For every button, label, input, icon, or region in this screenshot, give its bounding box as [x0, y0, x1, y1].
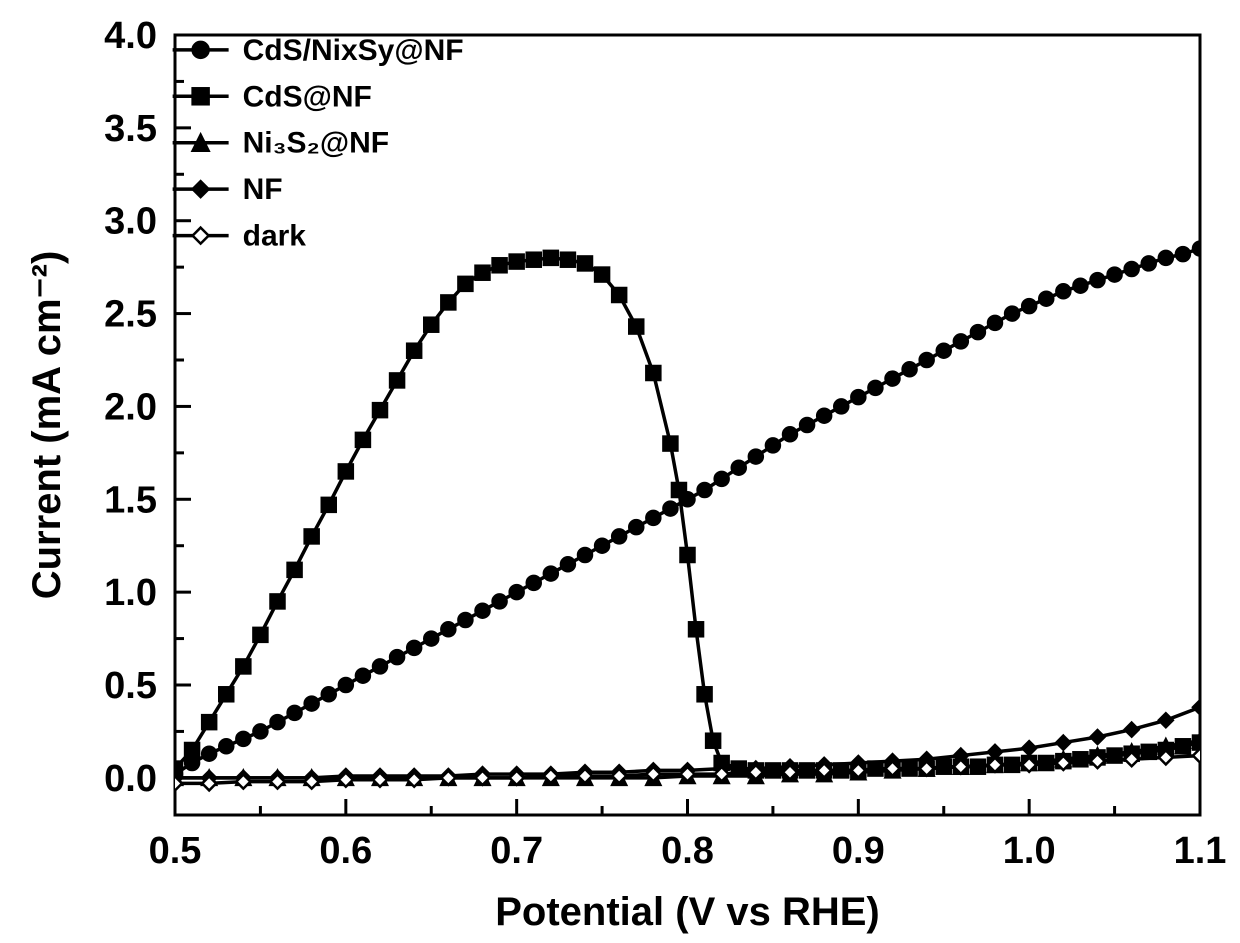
chart-container: 0.5 0.6 0.7 0.8 0.9 1.0 1.1 0.0 0.5 1.0 1.5 2.0 2.5 3…: [0, 0, 1240, 943]
x-axis-label: Potential (V vs RHE): [495, 890, 880, 934]
y-tick-label: 4.0: [104, 15, 157, 57]
y-tick-label: 1.5: [104, 479, 157, 521]
legend-label: CdS/NixSy@NF: [243, 34, 464, 67]
y-tick-label: 0.5: [104, 665, 157, 707]
y-tick-label: 0.0: [104, 758, 157, 800]
y-tick-label: 2.0: [104, 386, 157, 428]
legend-label: NF: [243, 173, 283, 206]
y-tick-label: 1.0: [104, 572, 157, 614]
x-tick-label: 1.1: [1174, 830, 1227, 872]
y-axis-label: Current (mA cm⁻²): [25, 251, 69, 600]
y-tick-label: 3.0: [104, 201, 157, 243]
x-tick-label: 0.8: [661, 830, 714, 872]
lsv-chart: 0.5 0.6 0.7 0.8 0.9 1.0 1.1 0.0 0.5 1.0 1.5 2.0 2.5 3…: [0, 0, 1240, 943]
legend-label: Ni₃S₂@NF: [243, 127, 389, 160]
x-tick-label: 0.5: [149, 830, 202, 872]
x-tick-label: 0.7: [490, 830, 543, 872]
y-tick-label: 2.5: [104, 294, 157, 336]
x-tick-label: 0.6: [319, 830, 372, 872]
legend-label: CdS@NF: [243, 80, 372, 113]
y-tick-label: 3.5: [104, 108, 157, 150]
legend-label: dark: [243, 220, 307, 253]
x-tick-label: 0.9: [832, 830, 885, 872]
legend: CdS/NixSy@NF CdS@NF Ni₃S₂@NF NF dark: [173, 34, 464, 253]
x-tick-label: 1.0: [1003, 830, 1056, 872]
